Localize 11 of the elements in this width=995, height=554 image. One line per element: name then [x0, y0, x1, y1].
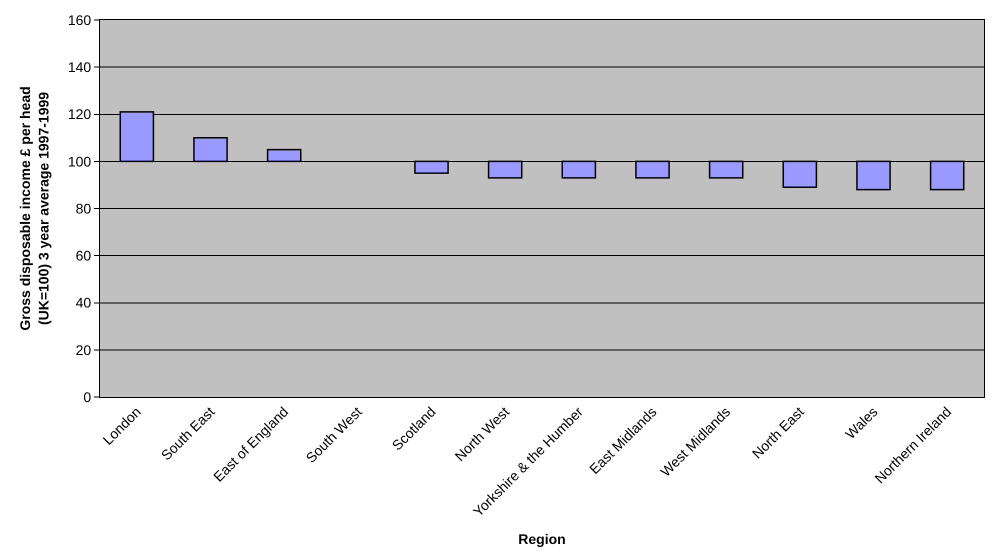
y-axis-title: Gross disposable income £ per head (UK=100) 3 year average 1997-1999 [17, 86, 52, 331]
y-tick-label: 20 [76, 342, 92, 358]
y-tick-label: 120 [68, 106, 92, 122]
y-tick-label: 160 [68, 12, 92, 28]
y-tick-label: 60 [76, 248, 92, 264]
y-tick-label: 100 [68, 153, 92, 170]
y-tick-label: 40 [76, 294, 92, 311]
x-axis-title: Region [518, 530, 566, 547]
y-tick-label: 80 [76, 200, 92, 216]
y-tick-label: 0 [83, 388, 92, 405]
y-tick-label: 140 [68, 59, 92, 76]
